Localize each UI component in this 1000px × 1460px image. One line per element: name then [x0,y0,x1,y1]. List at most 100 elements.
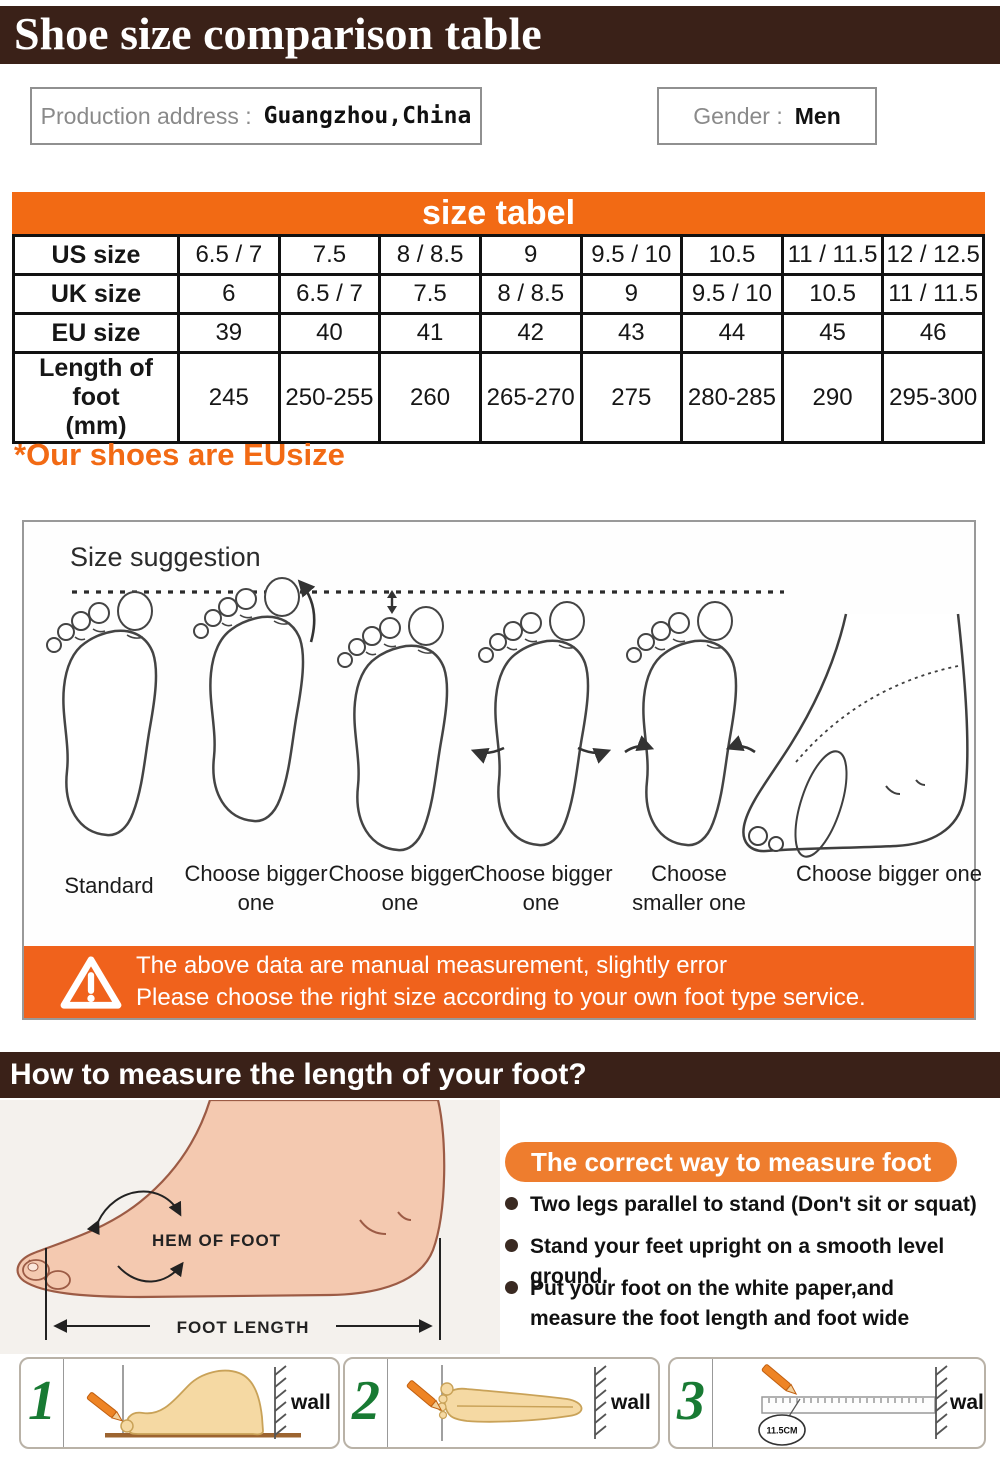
cell: 9 [579,273,684,315]
size-suggestion-box: Size suggestion [22,520,982,1020]
foot-narrow [625,600,738,847]
foot-toe-over-line [192,576,305,823]
bullet-dot-icon [505,1197,518,1210]
cell: 6 [177,273,281,315]
foot-side-diagram: HEM OF FOOT FOOT LENGTH [16,1098,446,1340]
hem-arc-lower-icon [117,1261,184,1283]
suggestion-label: Choose bigger one [184,861,328,915]
cell: 280-285 [680,351,784,444]
wall-label: wall [610,1391,651,1414]
cell: 10.5 [680,234,784,276]
suggestion-label: Standard [64,873,154,898]
bullet-dot-icon [505,1239,518,1252]
panel-divider [387,1359,388,1447]
cell: 12 / 12.5 [881,234,985,276]
step2-diagram: wall [406,1365,651,1441]
production-address-label: Production address : [40,102,252,129]
panel-divider [712,1359,713,1447]
production-address-box: Production address : Guangzhou,China [30,87,482,145]
cell: 11 / 11.5 [881,273,985,315]
cell: 6.5 / 7 [277,273,382,315]
foot-length-label: FOOT LENGTH [177,1318,310,1337]
measure-bullet: Two legs parallel to stand (Don't sit or… [505,1190,985,1220]
correct-way-pill: The correct way to measure foot [505,1142,958,1182]
cell: 44 [680,312,784,354]
hem-of-foot-label: HEM OF FOOT [152,1231,281,1250]
row-label: Length of foot (mm) [12,351,180,444]
wall-hatch-icon [274,1365,287,1439]
cell: 8 / 8.5 [378,234,482,276]
step-number: 3 [677,1370,705,1432]
pencil-icon [761,1364,798,1395]
cell: 45 [780,312,885,354]
measure-bullet: Put your foot on the white paper,and mea… [505,1274,985,1335]
step-panel-1: 1 wall [19,1357,340,1449]
pencil-icon [406,1380,443,1411]
cell: 250-255 [277,351,382,444]
cell: 10.5 [780,273,885,315]
over-line-arrow-icon [297,579,316,643]
foot-shape [16,1098,446,1299]
hem-arc-arrow-icon [86,1190,182,1236]
size-suggestion-title: Size suggestion [70,542,261,572]
suggestion-label: Choose smaller one [632,861,746,915]
measure-instructions: The correct way to measure foot Two legs… [500,1100,1000,1354]
cell: 7.5 [378,273,482,315]
measure-bullet: Stand your feet upright on a smooth leve… [505,1232,985,1293]
step-panel-3: 3 11.5CM wall [668,1357,986,1449]
cell: 9 [478,234,583,276]
cell: 46 [881,312,985,354]
foot-standard [45,590,158,837]
step-number: 2 [352,1370,380,1432]
wall-label: wall [290,1391,331,1414]
narrow-arrow-right-icon [725,735,756,754]
suggestion-label: Choose bigger one [328,861,472,915]
gender-value: Men [794,102,841,129]
row-label: US size [12,234,180,276]
step-number: 1 [28,1370,56,1432]
feet-diagram [45,576,969,858]
row-label: UK size [12,273,180,315]
table-row: UK size 6 6.5 / 7 7.5 8 / 8.5 9 9.5 / 10… [12,273,985,315]
warning-icon [60,956,122,1009]
page-title: Shoe size comparison table [0,6,1000,64]
cell: 290 [780,351,885,444]
narrow-arrow-left-icon [624,735,655,754]
cell: 9.5 / 10 [579,234,684,276]
cell: 11 / 11.5 [780,234,885,276]
suggestion-label: Choose bigger one [469,861,613,915]
warning-line-1: The above data are manual measurement, s… [136,951,727,979]
eu-size-note: *Our shoes are EUsize [14,437,345,472]
size-table-section: size tabel US size 6.5 / 7 7.5 8 / 8.5 9… [12,192,985,444]
ruler-ticks [768,1398,924,1403]
gender-box: Gender : Men [657,87,877,145]
cell: 6.5 / 7 [177,234,281,276]
step3-diagram: 11.5CM wall [758,1364,984,1446]
gap-double-arrow-icon [387,590,397,614]
foot-gap-below-line [336,605,449,852]
foot-side-view [742,613,969,858]
table-row: Length of foot (mm) 245 250-255 260 265-… [12,351,985,444]
wall-label: wall [949,1391,984,1414]
suggestion-label: Choose bigger one [796,861,982,886]
warning-banner: The above data are manual measurement, s… [24,946,974,1018]
cell: 7.5 [277,234,382,276]
size-table-title: size tabel [12,192,985,234]
warning-text: The above data are manual measurement, s… [136,950,866,1014]
cell: 42 [478,312,583,354]
wall-hatch-icon [935,1365,948,1439]
how-to-measure-title: How to measure the length of your foot? [0,1052,1000,1098]
cell: 245 [177,351,281,444]
ruler-callout-circle [758,1414,806,1446]
wide-arrow-left-icon [470,746,505,764]
panel-divider [63,1359,64,1447]
bullet-dot-icon [505,1281,518,1294]
pencil-icon [86,1392,124,1422]
cell: 265-270 [478,351,583,444]
size-table: US size 6.5 / 7 7.5 8 / 8.5 9 9.5 / 10 1… [12,234,985,444]
cell: 43 [579,312,684,354]
cell: 40 [277,312,382,354]
cell: 8 / 8.5 [478,273,583,315]
wall-hatch-icon [594,1365,607,1439]
cell: 260 [378,351,482,444]
